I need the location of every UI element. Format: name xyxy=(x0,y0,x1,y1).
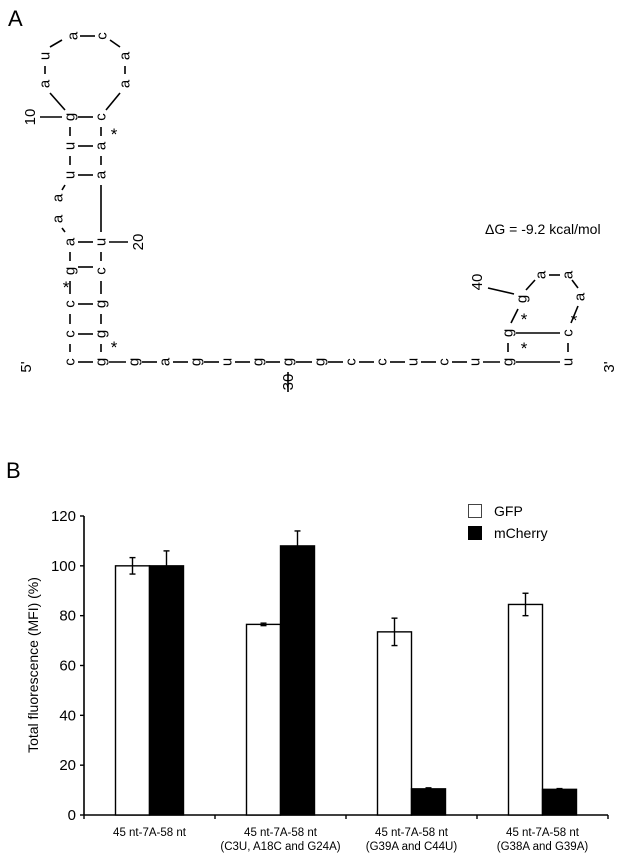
nucleotide: a xyxy=(62,237,79,246)
nucleotide: c xyxy=(93,113,110,121)
five-prime-label: 5' xyxy=(18,361,35,372)
nucleotide: c xyxy=(94,32,111,40)
three-prime-label: 3' xyxy=(601,361,618,372)
nucleotide: g xyxy=(93,358,110,366)
bar-gfp xyxy=(376,631,413,816)
nucleotide: g xyxy=(126,358,143,366)
y-axis-label: Total fluorescence (MFI) (%) xyxy=(25,577,41,753)
nucleotide: g xyxy=(312,358,329,366)
nucleotide: g xyxy=(280,358,297,366)
nucleotide: g xyxy=(500,358,517,366)
y-tick-label: 20 xyxy=(59,757,76,774)
nucleotide: c xyxy=(62,300,79,308)
bar-mcherry xyxy=(410,788,447,816)
bar-gfp xyxy=(245,623,282,816)
nucleotide: a xyxy=(157,357,174,366)
nucleotide: c xyxy=(560,329,577,337)
nucleotide: g xyxy=(93,330,110,338)
x-category-label: (G38A and G39A) xyxy=(497,841,589,853)
y-tick-label: 0 xyxy=(68,807,76,824)
asterisk-marker: * xyxy=(111,125,118,144)
x-category-label: 45 nt-7A-58 nt xyxy=(244,827,318,839)
asterisk-markers: * * * * * * xyxy=(63,125,578,358)
chart-x-labels: 45 nt-7A-58 nt 45 nt-7A-58 nt (C3U, A18C a… xyxy=(113,827,588,853)
asterisk-marker: * xyxy=(111,338,118,357)
position-10-label: 10 xyxy=(22,109,39,126)
nucleotide: u xyxy=(560,358,577,366)
legend-label-mcherry: mCherry xyxy=(494,525,548,541)
asterisk-marker: * xyxy=(63,278,70,297)
x-category-label: 45 nt-7A-58 nt xyxy=(113,827,187,839)
nucleotide: a xyxy=(117,79,134,88)
asterisk-marker: * xyxy=(521,310,528,329)
chart-bars xyxy=(114,530,578,816)
nucleotide: a xyxy=(50,193,67,202)
nucleotide: a xyxy=(37,79,54,88)
nucleotide: u xyxy=(37,52,54,60)
legend-swatch-mcherry xyxy=(468,526,482,540)
nucleotide: g xyxy=(188,358,205,366)
nucleotide-labels: c c c g a a a u u g a u a c a a c a a u c g g g g a g u g g g c c u c u g g g a… xyxy=(37,31,589,366)
nucleotide: a xyxy=(50,214,67,223)
panel-b-label: B xyxy=(6,458,21,483)
asterisk-marker: * xyxy=(571,311,578,330)
position-30-label: 30 xyxy=(280,374,297,391)
y-tick-label: 80 xyxy=(59,608,76,625)
nucleotide: a xyxy=(65,31,82,40)
nucleotide: u xyxy=(62,171,79,179)
nucleotide: g xyxy=(250,358,267,366)
bar-mcherry xyxy=(148,565,185,816)
y-tick-label: 100 xyxy=(51,558,76,575)
nucleotide: g xyxy=(62,267,79,275)
bar-mcherry xyxy=(279,545,316,816)
x-category-label: 45 nt-7A-58 nt xyxy=(506,827,580,839)
backbone-lines xyxy=(40,35,579,392)
legend-swatch-gfp xyxy=(468,504,482,518)
position-20-label: 20 xyxy=(130,234,147,251)
nucleotide: g xyxy=(93,300,110,308)
nucleotide: u xyxy=(62,142,79,150)
delta-g-label: ΔG = -9.2 kcal/mol xyxy=(485,221,601,237)
nucleotide: g xyxy=(514,295,531,303)
nucleotide: a xyxy=(117,51,134,60)
nucleotide: a xyxy=(93,141,110,150)
rna-secondary-structure: c c c g a a a u u g a u a c a a c a a u c g g g g a g u g g g c c u c u g g g a… xyxy=(18,31,618,392)
y-tick-label: 60 xyxy=(59,658,76,675)
nucleotide: u xyxy=(405,358,422,366)
asterisk-marker: * xyxy=(521,339,528,358)
nucleotide: c xyxy=(62,358,79,366)
nucleotide: c xyxy=(343,358,360,366)
nucleotide: c xyxy=(62,330,79,338)
nucleotide: c xyxy=(93,267,110,275)
nucleotide: a xyxy=(533,270,550,279)
x-category-label: (C3U, A18C and G24A) xyxy=(220,841,340,853)
bar-gfp xyxy=(507,603,544,816)
nucleotide: a xyxy=(572,292,589,301)
x-category-label: (G39A and C44U) xyxy=(366,841,458,853)
nucleotide: u xyxy=(219,358,236,366)
y-tick-label: 120 xyxy=(51,508,76,525)
bar-gfp xyxy=(114,565,151,816)
nucleotide: u xyxy=(467,358,484,366)
chart-legend: GFP mCherry xyxy=(468,500,548,544)
nucleotide: g xyxy=(62,113,79,121)
legend-item-mcherry: mCherry xyxy=(468,522,548,544)
bar-mcherry xyxy=(541,788,578,816)
nucleotide: a xyxy=(560,270,577,279)
y-tick-label: 40 xyxy=(59,707,76,724)
legend-label-gfp: GFP xyxy=(494,503,523,519)
nucleotide: g xyxy=(500,329,517,337)
position-40-label: 40 xyxy=(469,274,486,291)
panel-a-label: A xyxy=(8,6,23,31)
nucleotide: c xyxy=(436,358,453,366)
nucleotide: c xyxy=(374,358,391,366)
nucleotide: a xyxy=(93,170,110,179)
x-category-label: 45 nt-7A-58 nt xyxy=(375,827,449,839)
nucleotide: u xyxy=(93,238,110,246)
legend-item-gfp: GFP xyxy=(468,500,548,522)
position-labels: 10 20 30 40 5' 3' xyxy=(18,109,618,391)
